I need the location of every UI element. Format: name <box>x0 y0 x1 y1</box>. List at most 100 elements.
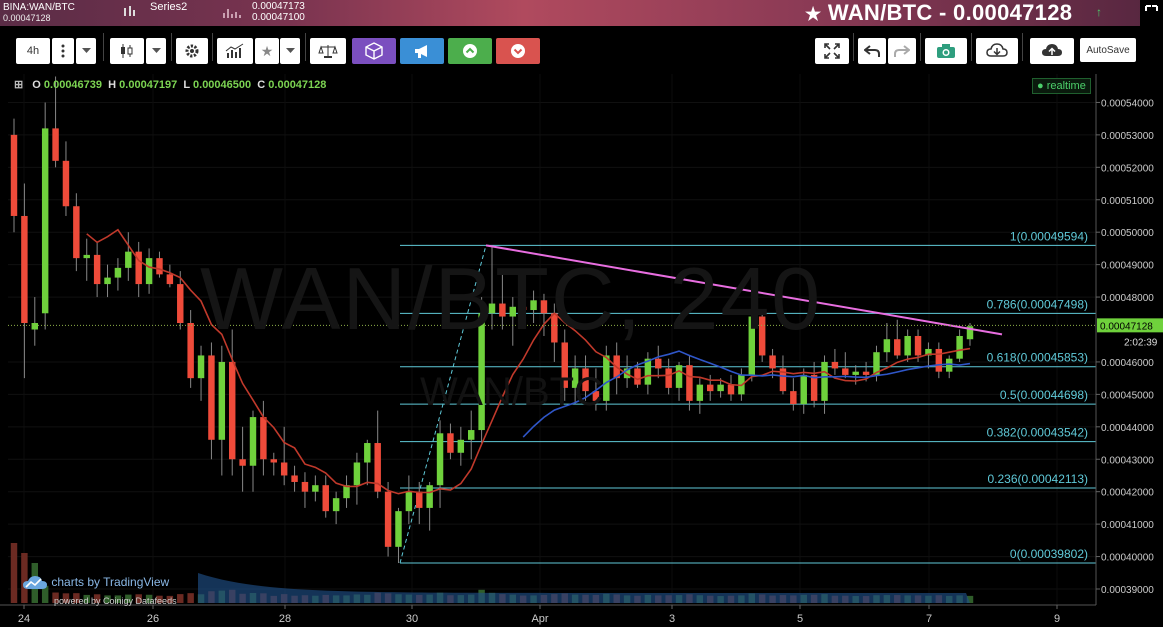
realtime-label: realtime <box>1046 80 1086 92</box>
series-value-1: 0.00047173 <box>252 1 305 12</box>
high-value: 0.00047197 <box>119 79 178 91</box>
fib-level-label: 0.236(0.00042113) <box>987 472 1088 486</box>
volume-bar <box>177 594 184 603</box>
gear-icon <box>185 44 199 58</box>
volume-bar <box>10 543 18 603</box>
candle-down <box>894 339 901 356</box>
chevron-down-icon[interactable] <box>280 38 300 64</box>
indicators-button[interactable] <box>217 38 253 64</box>
symbol-watermark: WAN/BTC, 240 <box>200 249 823 348</box>
bar-countdown: 2:02:39 <box>1124 337 1158 348</box>
candles-icon <box>121 44 133 58</box>
chart-style-button[interactable] <box>110 38 144 64</box>
toolbar-divider <box>920 33 921 61</box>
save-chart-button[interactable] <box>1030 38 1074 64</box>
fib-level-label: 0.5(0.00044698) <box>1000 388 1088 402</box>
time-tick-label: 26 <box>147 613 159 625</box>
up-arrow-icon: ↑ <box>1096 5 1102 19</box>
undo-button[interactable] <box>858 38 886 64</box>
alert-button[interactable] <box>400 38 444 64</box>
expand-icon <box>824 43 840 59</box>
load-chart-button[interactable] <box>976 38 1018 64</box>
indicators-icon <box>225 43 244 58</box>
favorites-button[interactable]: ★ <box>255 38 279 64</box>
interval-button[interactable]: 4h <box>16 38 50 64</box>
time-tick-label: 5 <box>797 613 803 625</box>
fibonacci-retracement[interactable]: 1(0.00049594) 0.786(0.00047498) 0.618(0.00… <box>399 229 1096 564</box>
time-tick-label: 3 <box>669 613 675 625</box>
candle-up <box>571 368 579 388</box>
cloud-download-icon <box>986 43 1008 57</box>
candle-up <box>956 335 963 359</box>
candle-up <box>436 433 444 486</box>
fib-level-label: 0.382(0.00043542) <box>987 426 1088 440</box>
candle-up <box>104 277 111 285</box>
time-tick-label: 24 <box>18 613 30 625</box>
cloud-upload-icon <box>1042 44 1062 56</box>
moving-averages <box>86 228 971 495</box>
price-tick-label: 0.00043000 <box>1101 455 1154 466</box>
buy-button[interactable] <box>448 38 492 64</box>
price-axis-bg <box>1096 74 1163 627</box>
chevron-down-icon[interactable] <box>76 38 96 64</box>
dot-icon: ● <box>1037 80 1044 92</box>
candle-down <box>634 368 641 385</box>
candle-down <box>62 160 70 207</box>
candle-up <box>966 326 974 340</box>
candle-up <box>343 485 350 499</box>
candle-up <box>457 439 465 453</box>
cube-button[interactable] <box>352 38 396 64</box>
sell-button[interactable] <box>496 38 540 64</box>
candle-down <box>779 368 787 392</box>
candle-down <box>727 384 735 395</box>
candle-down <box>540 300 548 314</box>
compare-button[interactable] <box>310 38 346 64</box>
candle-down <box>561 342 568 388</box>
volume-bar <box>41 585 49 603</box>
time-axis[interactable]: 24 26 28 30 Apr 3 5 7 9 <box>0 604 1096 627</box>
candle-up <box>364 443 371 463</box>
autosave-toggle[interactable]: AutoSave <box>1080 38 1136 62</box>
moving-average-short <box>86 228 971 495</box>
open-value: 0.00046739 <box>43 79 103 91</box>
trend-lines[interactable] <box>8 244 1096 336</box>
last-price-tag <box>1097 318 1163 333</box>
crosshair-add-icon[interactable]: ⊞ <box>14 79 24 91</box>
candle-down <box>706 384 714 392</box>
candle-down <box>374 443 381 492</box>
toolbar-divider <box>103 33 104 61</box>
candle-down <box>384 491 392 547</box>
candle-down <box>686 365 693 401</box>
snapshot-button[interactable] <box>925 38 967 64</box>
redo-button[interactable] <box>888 38 916 64</box>
candle-up <box>925 348 932 356</box>
settings-button[interactable] <box>176 38 208 64</box>
price-axis[interactable]: 0.00055000 0.00054000 0.00053000 0.00052000… <box>1095 74 1163 627</box>
volume-bar <box>966 595 974 603</box>
fib-level-label: 0.786(0.00047498) <box>987 297 1088 311</box>
datafeed-credit: powered by Coinigy Datafeeds <box>54 596 177 606</box>
more-intervals-icon[interactable] <box>52 38 74 64</box>
chevron-down-icon[interactable] <box>146 38 166 64</box>
price-chart[interactable]: 1(0.00049594) 0.786(0.00047498) 0.618(0.00… <box>0 74 1163 627</box>
toolbar-divider <box>971 33 972 61</box>
fullscreen-corner-button[interactable] <box>1140 0 1163 26</box>
camera-icon <box>937 44 955 58</box>
time-tick-label: 9 <box>1054 613 1060 625</box>
candle-up <box>478 313 485 431</box>
volume-bar <box>135 594 142 603</box>
time-axis-bg <box>0 605 1096 627</box>
fullscreen-button[interactable] <box>815 38 849 64</box>
candle-up <box>114 267 122 278</box>
megaphone-icon <box>415 45 427 58</box>
candle-up <box>145 258 153 285</box>
tradingview-logo[interactable]: charts by TradingView <box>22 575 169 591</box>
star-icon[interactable]: ★ <box>805 4 822 24</box>
candle-down <box>551 313 558 343</box>
candle-up <box>852 371 859 375</box>
volume-bar <box>114 595 122 603</box>
volume-bar <box>125 594 132 603</box>
candle-up <box>312 485 319 492</box>
time-tick-label: 28 <box>279 613 291 625</box>
price-tick-label: 0.00044000 <box>1101 423 1154 434</box>
